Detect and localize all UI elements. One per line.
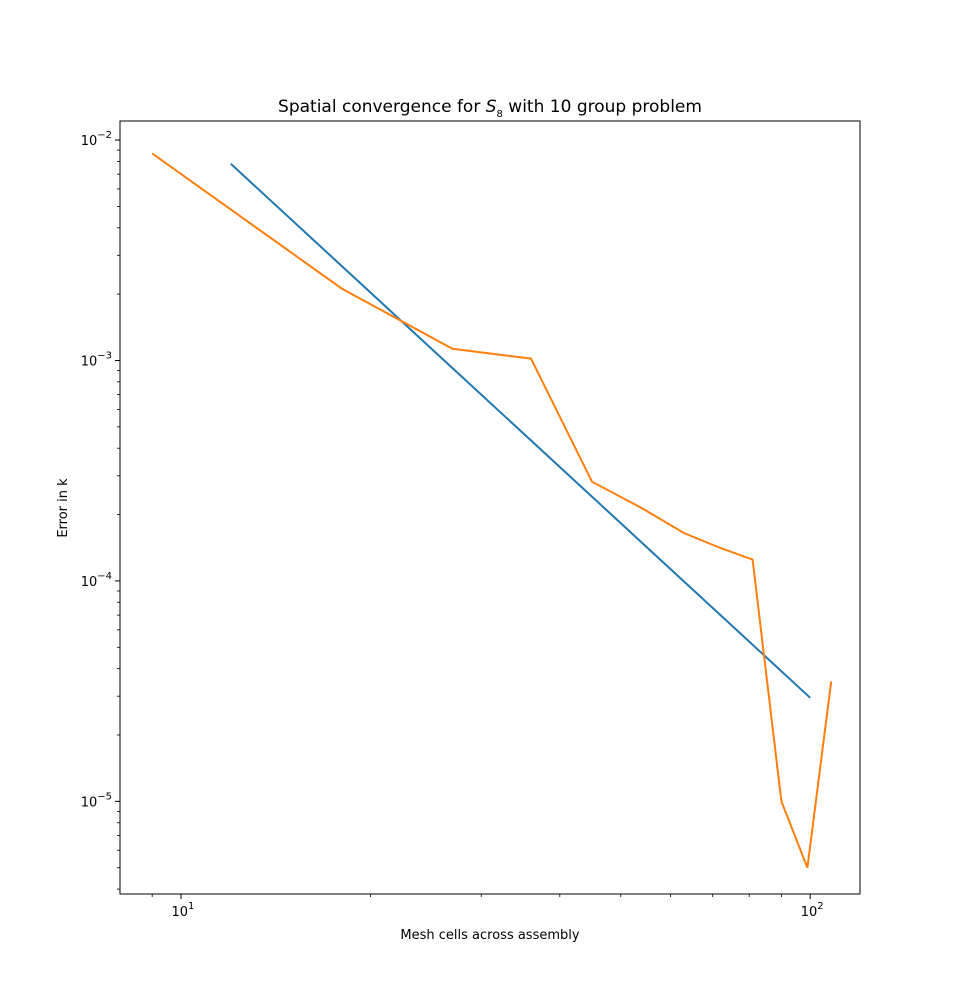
series-2-line	[151, 152, 833, 869]
chart-title: Spatial convergence for S8 with 10 group…	[278, 97, 702, 120]
plot-area	[151, 152, 833, 869]
series-1-line	[230, 163, 811, 699]
y-axis-label: Error in k	[56, 478, 71, 538]
x-tick-label: 102	[801, 901, 824, 920]
y-tick-label: 10−2	[81, 130, 112, 149]
y-tick-label: 10−4	[81, 571, 112, 590]
axes-frame	[119, 120, 861, 895]
x-axis-label: Mesh cells across assembly	[400, 928, 579, 943]
x-tick-label: 101	[172, 901, 195, 920]
axis-ticks: 101 102 10−5 10−4 10−3 10−2	[81, 130, 824, 920]
y-tick-label: 10−3	[81, 350, 112, 369]
y-tick-label: 10−5	[81, 791, 112, 810]
